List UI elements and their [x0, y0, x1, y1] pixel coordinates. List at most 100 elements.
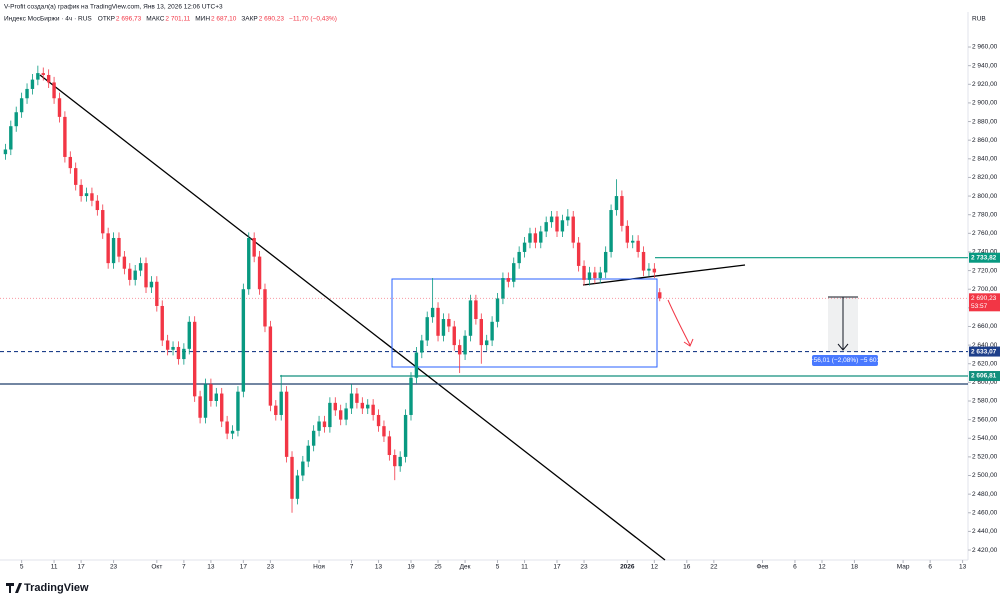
- x-tick-label: 13: [959, 564, 967, 571]
- y-tick-label: 2 500,00: [972, 472, 998, 479]
- candle-body: [279, 391, 283, 415]
- x-tick-label: 23: [110, 564, 118, 571]
- candle-body: [117, 237, 121, 257]
- candle-body: [295, 475, 300, 499]
- x-tick-label: 5: [496, 564, 500, 571]
- candle-body: [328, 402, 332, 428]
- candle-body: [366, 404, 370, 409]
- candle-body: [495, 298, 500, 322]
- candle-body: [311, 430, 316, 446]
- candle-body: [625, 225, 630, 243]
- x-tick-label: Фев: [756, 564, 769, 571]
- chart-title: Индекс МосБиржи · 4ч · RUS: [4, 16, 92, 23]
- x-tick-label: 2026: [620, 564, 635, 571]
- candle-body: [138, 263, 143, 271]
- x-tick-label: 22: [710, 564, 718, 571]
- candle-body: [133, 270, 137, 280]
- x-tick-label: 23: [267, 564, 275, 571]
- y-tick-label: 2 720,00: [972, 267, 998, 274]
- candle-body: [306, 445, 310, 462]
- candle-body: [160, 305, 164, 341]
- candle-body: [106, 233, 110, 264]
- candle-body: [171, 346, 175, 350]
- candle-body: [95, 200, 100, 211]
- ohlc-name: ОТКР: [98, 16, 115, 23]
- candle-body: [344, 408, 348, 420]
- candle-body: [603, 251, 608, 273]
- ohlc-name: МИН: [195, 16, 210, 23]
- candle-body: [30, 79, 35, 89]
- x-tick-label: 16: [683, 564, 691, 571]
- candle-body: [436, 307, 440, 336]
- y-tick-label: 2 540,00: [972, 435, 998, 442]
- y-tick-label: 2 440,00: [972, 528, 998, 535]
- x-tick-label: 6: [928, 564, 932, 571]
- candle-body: [349, 393, 354, 409]
- x-tick-label: 23: [580, 564, 588, 571]
- y-tick-label: 2 840,00: [972, 156, 998, 163]
- candle-body: [452, 326, 456, 346]
- candle-body: [457, 345, 462, 355]
- x-tick-label: 17: [240, 564, 248, 571]
- candle-body: [549, 216, 554, 223]
- candle-body: [506, 278, 511, 282]
- y-tick-label: 2 560,00: [972, 416, 998, 423]
- x-tick-label: Мар: [897, 564, 910, 571]
- logo-text: TradingView: [24, 582, 89, 594]
- candle-body: [36, 73, 40, 80]
- candle-body: [19, 98, 24, 113]
- candle-body: [517, 251, 521, 264]
- candle-body: [122, 256, 127, 269]
- trend-line: [39, 74, 666, 561]
- level-label-box: [969, 252, 1000, 263]
- author-line: V-Profit создал(а) график на TradingView…: [4, 4, 223, 11]
- candle-body: [430, 307, 435, 318]
- candle-body: [209, 384, 213, 401]
- candle-body: [25, 88, 29, 99]
- candle-body: [631, 240, 635, 243]
- candle-body: [522, 242, 527, 252]
- level-label: 2 733,82: [971, 254, 997, 261]
- y-tick-label: 2 800,00: [972, 193, 998, 200]
- x-tick-label: 5: [20, 564, 24, 571]
- range-box: [391, 278, 658, 368]
- candle-body: [79, 184, 83, 197]
- candle-body: [182, 348, 186, 360]
- candle-body: [485, 340, 489, 346]
- candle-body: [398, 456, 402, 467]
- candle-body: [641, 251, 646, 271]
- level-label-box: [969, 371, 1000, 382]
- ohlc-name: ЗАКР: [241, 16, 257, 23]
- candle-body: [144, 263, 148, 288]
- level-label-box: [969, 346, 1000, 357]
- ohlc-change: −11,70 (−0,43%): [289, 16, 337, 23]
- candle-body: [128, 268, 132, 280]
- logo: TradingView: [6, 582, 89, 594]
- candle-body: [14, 112, 18, 127]
- candle-body: [57, 98, 62, 117]
- ohlc-value: 2 701,11: [165, 16, 190, 23]
- y-tick-label: 2 600,00: [972, 379, 998, 386]
- candle-body: [409, 377, 413, 415]
- y-tick-label: 2 660,00: [972, 323, 998, 330]
- candle-body: [187, 321, 191, 349]
- candle-body: [41, 73, 45, 75]
- candle-body: [501, 278, 505, 299]
- x-tick-label: 7: [350, 564, 354, 571]
- drawings: −56,01 (−2,08%) −5 601: [0, 74, 968, 561]
- x-tick-label: 6: [793, 564, 797, 571]
- level-label: 2 606,81: [971, 373, 997, 380]
- candle-body: [571, 216, 575, 243]
- x-tick-label: Окт: [151, 564, 162, 571]
- x-tick-label: 18: [851, 564, 859, 571]
- ohlc-value: 2 690,23: [259, 16, 285, 23]
- candles: [3, 65, 662, 513]
- candle-body: [284, 391, 289, 457]
- candle-body: [533, 233, 538, 243]
- y-tick-label: 2 620,00: [972, 360, 998, 367]
- candle-body: [317, 421, 321, 431]
- x-tick-label: 11: [51, 564, 58, 571]
- candle-body: [203, 384, 208, 418]
